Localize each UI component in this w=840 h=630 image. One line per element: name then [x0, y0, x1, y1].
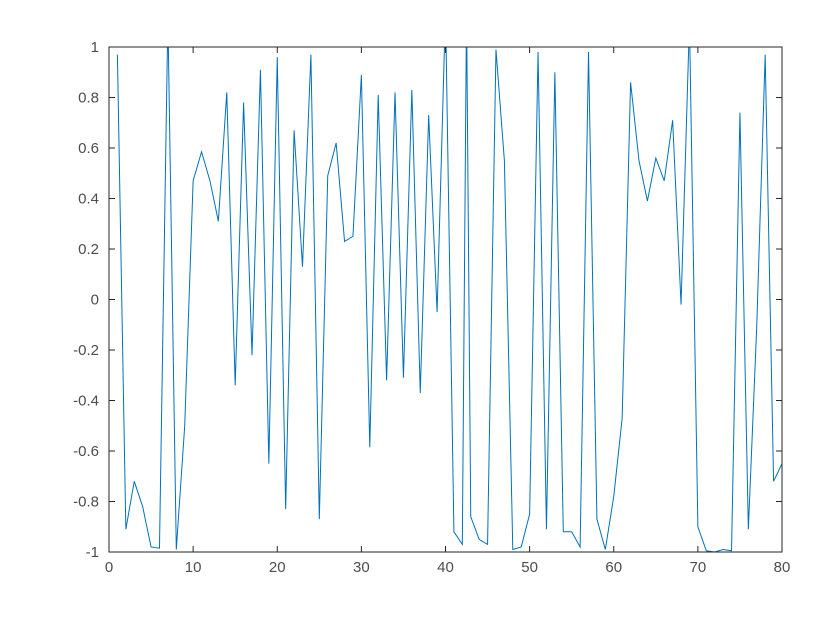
y-tick-label: 0.6 — [78, 140, 99, 157]
y-tick-label: 0 — [91, 292, 99, 309]
y-tick-label: 0.2 — [78, 241, 99, 258]
x-tick-label: 80 — [774, 559, 791, 576]
y-tick-label: 0.8 — [78, 90, 99, 107]
x-tick-label: 60 — [605, 559, 622, 576]
y-tick-label: -0.4 — [73, 393, 99, 410]
y-tick-label: -0.2 — [73, 342, 99, 359]
x-tick-label: 10 — [185, 559, 202, 576]
line-chart: 0 10 20 30 40 50 60 70 80 -1 -0.8 -0.6 -0.4 -0.2 0 0.2 0… — [0, 0, 840, 630]
x-tick-label: 70 — [690, 559, 707, 576]
x-tick-label: 30 — [353, 559, 370, 576]
y-tick-label: -0.8 — [73, 494, 99, 511]
x-tick-label: 20 — [269, 559, 286, 576]
y-tick-label: -0.6 — [73, 443, 99, 460]
x-tick-label: 50 — [521, 559, 538, 576]
y-tick-label: -1 — [86, 544, 99, 561]
y-tick-label: 1 — [91, 39, 99, 56]
y-tick-label: 0.4 — [78, 191, 99, 208]
x-tick-label: 0 — [105, 559, 113, 576]
x-tick-label: 40 — [437, 559, 454, 576]
